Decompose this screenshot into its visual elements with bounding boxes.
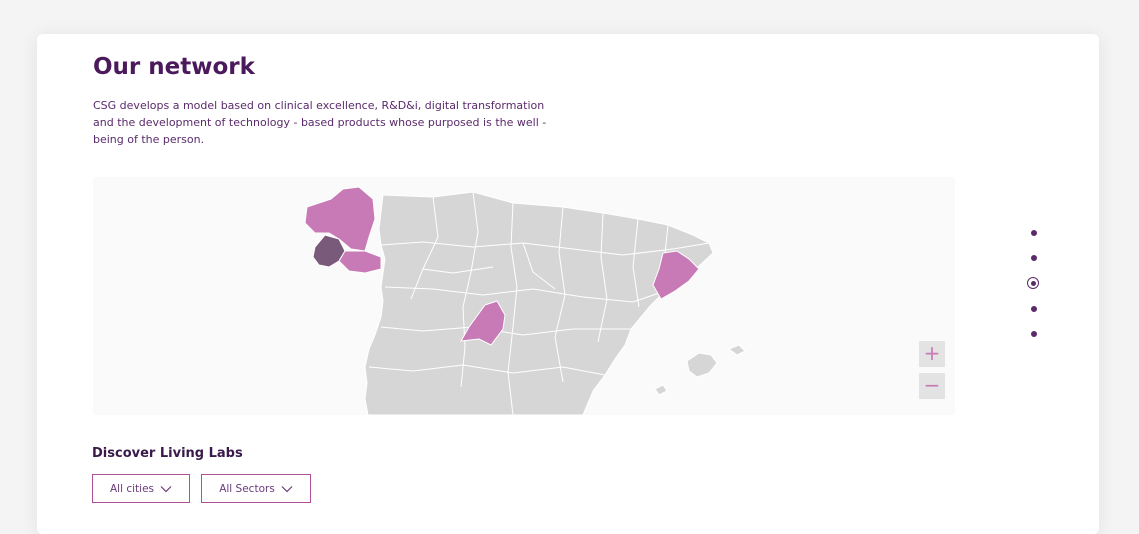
- spain-map[interactable]: [93, 177, 955, 415]
- map-island-menorca: [727, 344, 746, 356]
- chevron-down-icon: [160, 485, 172, 492]
- cities-filter-label: All cities: [109, 482, 154, 495]
- carousel-dot-5[interactable]: [1031, 331, 1037, 337]
- carousel-dot-3-active[interactable]: [1027, 277, 1039, 289]
- map-island-mallorca: [686, 352, 718, 378]
- cities-filter-dropdown[interactable]: All cities: [92, 474, 190, 503]
- zoom-in-button[interactable]: +: [919, 341, 945, 367]
- sectors-filter-dropdown[interactable]: All Sectors: [201, 474, 311, 503]
- discover-living-labs-heading: Discover Living Labs: [92, 446, 243, 461]
- region-madrid[interactable]: [460, 300, 506, 346]
- carousel-dot-1[interactable]: [1031, 230, 1037, 236]
- region-ourense[interactable]: [338, 250, 382, 274]
- map-land: [364, 191, 714, 415]
- chevron-down-icon: [281, 485, 293, 492]
- carousel-dot-4[interactable]: [1031, 306, 1037, 312]
- carousel-dot-2[interactable]: [1031, 255, 1037, 261]
- map-island-ibiza: [654, 384, 668, 396]
- region-lugo-a-coruna[interactable]: [304, 186, 376, 252]
- region-pontevedra[interactable]: [312, 234, 346, 268]
- map-province-borders: [368, 191, 710, 415]
- region-barcelona[interactable]: [652, 250, 700, 300]
- zoom-out-button[interactable]: −: [919, 373, 945, 399]
- section-title: Our network: [93, 54, 255, 80]
- section-description: CSG develops a model based on clinical e…: [93, 99, 547, 146]
- network-card: Our network CSG develops a model based o…: [37, 34, 1099, 534]
- sectors-filter-label: All Sectors: [219, 482, 275, 495]
